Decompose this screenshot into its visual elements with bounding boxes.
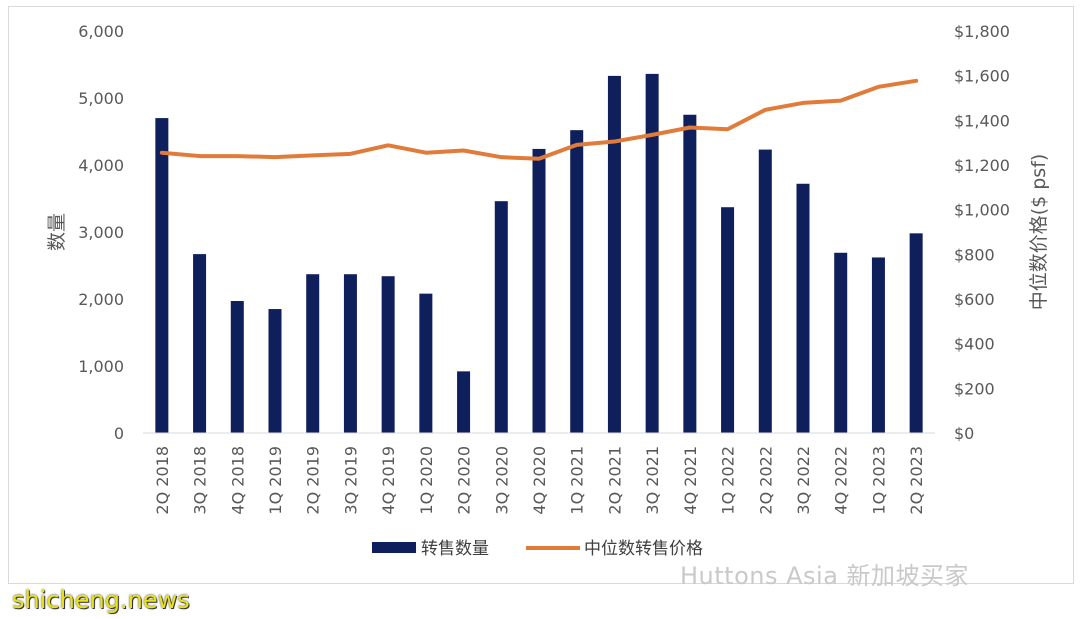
x-tick-label: 2Q 2023 [907,446,926,515]
x-tick-label: 1Q 2021 [568,446,587,515]
bar-2q-2023 [909,233,923,433]
bar-3q-2019 [343,274,357,433]
left-tick-label: 4,000 [78,156,124,175]
x-tick-label: 4Q 2021 [681,446,700,515]
legend-label-bar: 转售数量 [421,539,489,559]
left-tick-label: 6,000 [78,22,124,41]
bar-4q-2022 [834,252,848,433]
chart-frame [8,6,1074,584]
bar-4q-2019 [381,276,395,433]
right-axis-title: 中位数价格($ psf) [1028,154,1050,311]
x-tick-label: 4Q 2020 [530,446,549,515]
left-axis-title: 数量 [46,213,68,251]
bar-3q-2022 [796,183,810,433]
right-tick-label: $1,400 [954,111,1010,130]
x-tick-label: 2Q 2020 [455,446,474,515]
x-tick-label: 3Q 2022 [794,446,813,515]
bar-1q-2021 [570,130,584,433]
x-tick-label: 1Q 2020 [417,446,436,515]
x-tick-label: 3Q 2021 [643,446,662,515]
x-tick-label: 1Q 2019 [266,446,285,515]
bar-1q-2020 [419,293,433,433]
right-tick-label: $1,000 [954,201,1010,220]
bar-2q-2020 [457,371,471,433]
bar-4q-2020 [532,148,546,434]
left-tick-label: 2,000 [78,290,124,309]
left-tick-label: 3,000 [78,223,124,242]
x-tick-label: 2Q 2018 [153,446,172,515]
right-axis-ticks: $0 $200 $400 $600 $800 $1,000 $1,200 $1,400 $1,6… [954,22,1010,443]
left-tick-label: 0 [114,424,124,443]
bar-series [155,73,923,434]
bar-2q-2019 [306,274,320,433]
legend: 转售数量 中位数转售价格 [372,539,703,559]
bar-3q-2018 [193,254,207,433]
source-watermark: Huttons Asia 新加坡买家 [680,562,970,590]
legend-swatch-bar [372,542,416,553]
bar-3q-2021 [645,73,659,433]
right-tick-label: $400 [954,335,995,354]
right-tick-label: $600 [954,290,995,309]
x-tick-label: 2Q 2019 [304,446,323,515]
x-tick-label: 2Q 2021 [605,446,624,515]
x-tick-label: 3Q 2019 [341,446,360,515]
x-tick-label: 1Q 2023 [869,446,888,515]
bar-2q-2018 [155,118,169,433]
x-tick-label: 2Q 2022 [756,446,775,515]
right-tick-label: $200 [954,379,995,398]
left-tick-label: 5,000 [78,89,124,108]
x-tick-label: 1Q 2022 [719,446,738,515]
bar-1q-2022 [721,207,735,433]
x-tick-label: 3Q 2020 [492,446,511,515]
right-tick-label: $1,600 [954,67,1010,86]
right-tick-label: $800 [954,245,995,264]
x-tick-label: 4Q 2022 [832,446,851,515]
bar-4q-2018 [230,301,244,433]
right-tick-label: $1,800 [954,22,1010,41]
bar-2q-2021 [607,75,621,433]
x-tick-label: 3Q 2018 [191,446,210,515]
line-series [159,78,919,161]
right-tick-label: $1,200 [954,156,1010,175]
right-tick-label: $0 [954,424,974,443]
bar-1q-2023 [871,257,885,433]
bar-3q-2020 [494,201,508,433]
x-tick-label: 4Q 2018 [228,446,247,515]
left-axis-ticks: 0 1,000 2,000 3,000 4,000 5,000 6,000 [78,22,124,443]
x-tick-label: 4Q 2019 [379,446,398,515]
x-axis-ticks: 2Q 2018 3Q 2018 4Q 2018 1Q 2019 2Q 2019 3Q 20… [153,446,926,515]
legend-label-line: 中位数转售价格 [584,539,703,559]
median-price-line [159,78,919,161]
site-watermark: shicheng.news [12,586,190,614]
bar-2q-2022 [758,149,772,433]
bar-4q-2021 [683,114,697,433]
left-tick-label: 1,000 [78,357,124,376]
bar-1q-2019 [268,309,282,433]
